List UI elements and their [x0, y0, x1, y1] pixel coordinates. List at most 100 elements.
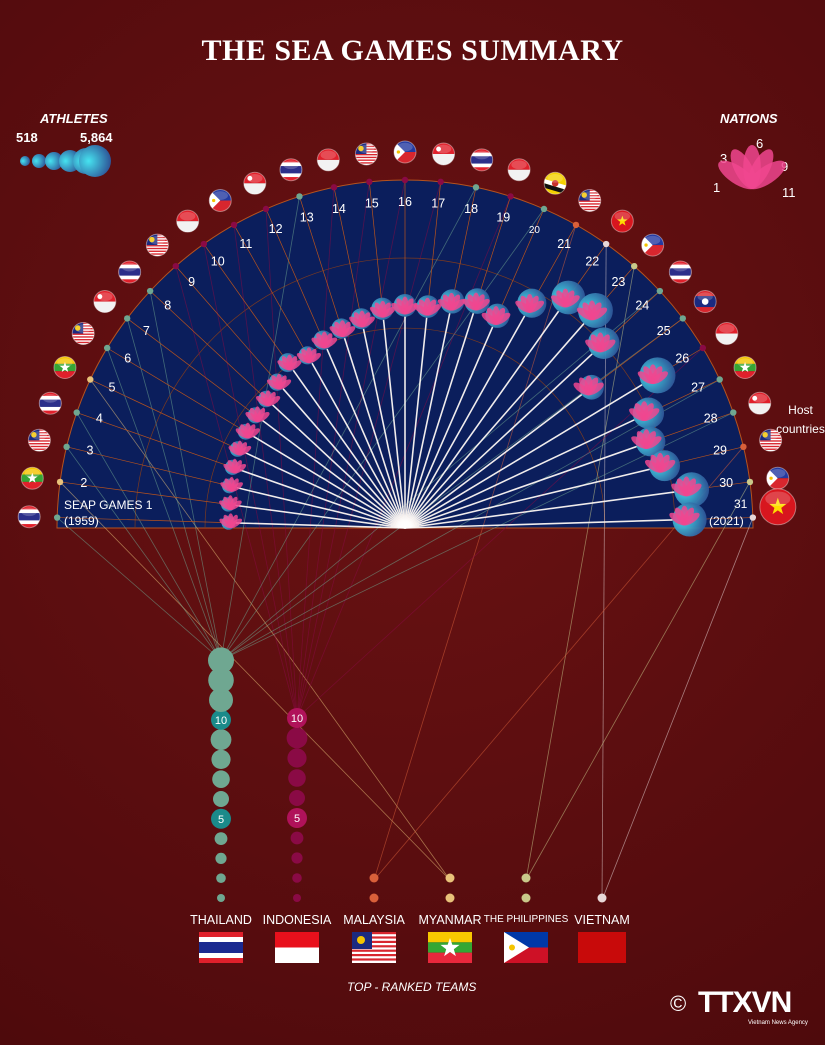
top-team-dot [699, 344, 707, 352]
title-count-mark: 10 [291, 713, 303, 725]
athletes-spoke [404, 394, 583, 529]
title-count-mark: 10 [215, 715, 227, 727]
title-dot [521, 893, 531, 903]
title-dot [211, 749, 231, 770]
nations-lotus-icon [573, 375, 604, 396]
nations-lotus-icon [413, 297, 442, 316]
games-number: 18 [464, 202, 478, 216]
title-dot [288, 769, 306, 787]
connector-line [89, 379, 451, 881]
connector-line [66, 446, 222, 661]
team-name-thailand: THAILAND [190, 913, 252, 927]
flag-ph-icon [766, 466, 790, 490]
top-team-dot [540, 205, 548, 213]
flag-my-icon [578, 189, 602, 213]
flag-sg-icon [93, 290, 117, 314]
flag-vn-icon [610, 209, 634, 233]
nations-lotus-icon [266, 373, 292, 390]
games-number: 12 [269, 222, 283, 236]
team-name-indonesia: INDONESIA [262, 913, 332, 927]
nations-lotus-icon [228, 440, 252, 456]
title-dot [286, 727, 308, 749]
title-dot [287, 808, 307, 828]
top-team-dot [730, 409, 737, 416]
games-number: 10 [211, 255, 225, 269]
copyright-symbol: © [670, 991, 687, 1016]
title-dot [445, 873, 455, 883]
flag-my-icon [145, 233, 169, 257]
connector-line [296, 187, 335, 719]
title-dot [293, 894, 301, 902]
athletes-legend-bubble [45, 152, 63, 170]
games-number: 26 [675, 351, 689, 365]
top-team-dot [572, 221, 580, 229]
top-team-dot [200, 240, 208, 248]
connector-line [220, 196, 300, 661]
top-ranked-teams-label: TOP - RANKED TEAMS [347, 980, 477, 994]
nations-lotus-icon [515, 294, 545, 313]
title-count-mark: 5 [218, 814, 224, 826]
connector-line [233, 224, 298, 719]
first-games-year: (1959) [64, 514, 99, 528]
athletes-spoke [382, 319, 406, 529]
flag-my-icon [759, 428, 783, 452]
flag-th-icon [118, 260, 142, 284]
top-team-dot [679, 315, 687, 322]
athletes-spoke [404, 491, 675, 529]
team-name-philippines: THE PHILIPPINES [483, 914, 569, 925]
games-number: 7 [143, 324, 150, 338]
team-flag-vietnam-icon [578, 932, 626, 963]
title-dot [287, 748, 307, 768]
connector-line [296, 179, 406, 719]
flag-th-icon [279, 158, 303, 182]
flag-id-icon [507, 158, 531, 182]
games-number: 2 [80, 476, 87, 490]
top-team-dot [103, 344, 111, 352]
nations-lotus-icon [631, 429, 662, 450]
title-dot [213, 791, 229, 807]
title-dot [215, 852, 227, 865]
athletes-legend-bubble [32, 154, 46, 168]
title-dot [208, 647, 234, 674]
games-number: 24 [635, 298, 649, 312]
games-number: 25 [657, 324, 671, 338]
flag-la-icon [693, 290, 717, 314]
games-number: 14 [332, 202, 346, 216]
athletes-spoke [244, 451, 406, 529]
flag-th-icon [668, 260, 692, 284]
top-team-dot [172, 262, 179, 270]
flag-th-icon [17, 505, 41, 529]
title-dot [291, 852, 303, 864]
flag-sg-icon [748, 391, 772, 415]
athletes-spoke [311, 362, 406, 529]
top-team-dot [53, 514, 61, 521]
nations-legend-3: 3 [720, 151, 728, 166]
athletes-spoke [404, 445, 637, 529]
connector-line [220, 290, 661, 661]
athletes-legend-bubble [79, 145, 111, 177]
athletes-legend-label: ATHLETES [40, 111, 108, 126]
athletes-spoke [326, 348, 406, 529]
top-team-dot [631, 262, 638, 270]
title-dot [445, 893, 455, 903]
athletes-spoke [292, 369, 406, 529]
athletes-legend-max: 5,864 [80, 130, 113, 145]
flag-ph-icon [641, 233, 665, 257]
title-dot [289, 790, 305, 806]
nations-lotus-icon [585, 332, 616, 353]
games-number: 19 [496, 210, 510, 224]
athletes-spoke [252, 435, 406, 529]
flag-sg-icon [243, 171, 267, 195]
top-team-dot [56, 478, 64, 486]
connector-line [59, 481, 451, 881]
flag-id-icon [176, 209, 200, 233]
athletes-spoke [404, 384, 643, 529]
athletes-spoke [404, 323, 585, 529]
athletes-spoke [404, 313, 451, 529]
games-number: 3 [86, 443, 93, 457]
title-dot [290, 831, 304, 845]
nations-lotus-icon [223, 458, 247, 474]
nations-legend-6: 6 [756, 136, 764, 151]
nations-lotus-icon [349, 310, 375, 328]
games-number: 30 [719, 476, 733, 490]
